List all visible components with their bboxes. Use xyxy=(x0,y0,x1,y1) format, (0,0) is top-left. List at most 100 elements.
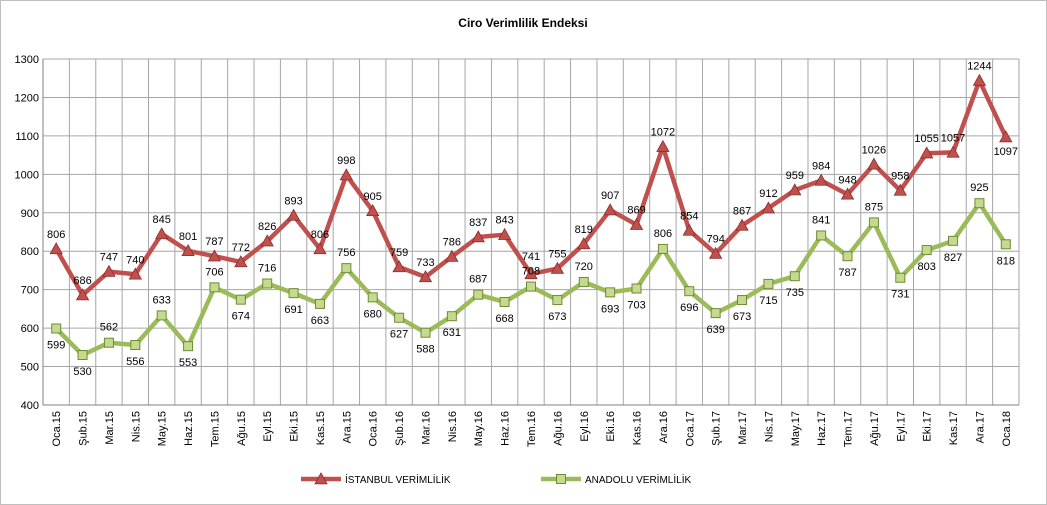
y-tick-label: 700 xyxy=(21,285,39,297)
point-istanbul xyxy=(999,130,1013,143)
point-anadolu xyxy=(209,282,220,293)
data-label-istanbul: 786 xyxy=(443,237,461,249)
data-label-anadolu: 841 xyxy=(812,214,830,226)
point-anadolu xyxy=(789,271,800,282)
data-label-istanbul: 907 xyxy=(601,190,619,202)
data-label-istanbul: 843 xyxy=(495,215,513,227)
data-label-anadolu: 553 xyxy=(179,357,197,369)
x-tick-label: May.15 xyxy=(157,411,169,446)
series-layer xyxy=(49,73,1013,361)
point-istanbul xyxy=(761,201,776,214)
data-label-istanbul: 1055 xyxy=(914,133,938,145)
point-anadolu xyxy=(578,276,589,287)
chart-title: Ciro Verimlilik Endeksi xyxy=(458,16,587,30)
grid-lines xyxy=(42,58,1020,406)
data-label-anadolu: 803 xyxy=(917,261,935,273)
data-label-istanbul: 686 xyxy=(73,275,91,287)
data-label-istanbul: 867 xyxy=(733,205,751,217)
x-tick-label: Kas.17 xyxy=(948,411,960,445)
x-tick-label: Eyl.15 xyxy=(262,411,274,442)
legend-label-anadolu: ANADOLU VERİMLİLİK xyxy=(585,473,691,486)
point-anadolu xyxy=(605,287,616,298)
y-tick-label: 1100 xyxy=(15,131,39,143)
x-tick-label: Tem.16 xyxy=(526,411,538,447)
point-anadolu xyxy=(526,281,536,292)
point-istanbul xyxy=(550,261,565,274)
data-labels: 806 686 747 740 845 801 787 772 826 893 806 998 905 7… xyxy=(47,61,1018,378)
data-label-anadolu: 673 xyxy=(548,311,566,323)
point-istanbul xyxy=(972,73,987,86)
data-label-istanbul: 826 xyxy=(258,221,276,233)
point-istanbul xyxy=(366,204,380,217)
data-label-istanbul: 733 xyxy=(416,257,434,269)
point-istanbul xyxy=(75,288,90,301)
data-label-istanbul: 1097 xyxy=(994,146,1018,158)
data-label-anadolu: 556 xyxy=(126,356,144,368)
point-istanbul xyxy=(155,227,169,240)
point-istanbul xyxy=(524,267,538,280)
data-label-anadolu: 674 xyxy=(232,311,250,323)
x-tick-label: Mar.17 xyxy=(737,411,749,445)
x-tick-label: Ağu.17 xyxy=(869,411,881,446)
data-label-istanbul: 747 xyxy=(100,252,118,264)
data-label-anadolu: 806 xyxy=(654,228,672,240)
data-label-anadolu: 706 xyxy=(205,266,223,278)
x-tick-label: Eki.16 xyxy=(605,411,617,442)
x-tick-label: Şub.15 xyxy=(78,411,90,446)
point-anadolu xyxy=(103,337,114,348)
data-label-anadolu: 631 xyxy=(443,327,461,339)
data-label-istanbul: 854 xyxy=(680,210,698,222)
point-anadolu xyxy=(51,323,62,334)
x-tick-label: Eki.17 xyxy=(922,411,934,442)
data-label-anadolu: 875 xyxy=(865,201,883,213)
point-istanbul xyxy=(682,223,696,236)
point-anadolu xyxy=(631,283,642,294)
y-tick-label: 900 xyxy=(21,208,39,220)
point-anadolu xyxy=(948,235,959,246)
data-label-istanbul: 837 xyxy=(469,217,487,229)
point-istanbul xyxy=(207,249,222,262)
point-anadolu xyxy=(77,350,88,361)
data-label-anadolu: 633 xyxy=(153,294,171,306)
x-tick-label: Mar.15 xyxy=(104,411,116,445)
data-label-istanbul: 787 xyxy=(205,236,223,248)
point-istanbul xyxy=(445,249,459,262)
y-tick-label: 1300 xyxy=(15,54,39,66)
data-label-anadolu: 703 xyxy=(627,300,645,312)
point-anadolu xyxy=(868,217,879,228)
x-tick-label: Şub.17 xyxy=(711,411,723,446)
x-tick-label: Ara.17 xyxy=(974,411,986,443)
x-tick-label: Nis.16 xyxy=(447,411,459,442)
x-tick-label: Ara.16 xyxy=(658,411,670,443)
data-label-istanbul: 755 xyxy=(548,249,566,261)
legend-marker-istanbul xyxy=(314,472,328,485)
point-anadolu xyxy=(288,288,299,299)
point-istanbul xyxy=(708,246,723,259)
legend-label-istanbul: İSTANBUL VERİMLİLİK xyxy=(345,473,451,486)
data-label-istanbul: 958 xyxy=(891,170,909,182)
data-label-istanbul: 998 xyxy=(337,155,355,167)
data-label-anadolu: 687 xyxy=(469,274,487,286)
x-tick-label: May.17 xyxy=(790,411,802,446)
point-istanbul xyxy=(339,168,354,181)
data-label-istanbul: 794 xyxy=(706,234,724,246)
point-anadolu xyxy=(684,286,695,297)
point-istanbul xyxy=(629,217,644,230)
data-label-anadolu: 673 xyxy=(733,311,751,323)
data-label-anadolu: 691 xyxy=(284,304,302,316)
x-tick-label: Haz.17 xyxy=(816,411,828,446)
data-label-anadolu: 599 xyxy=(47,339,65,351)
point-anadolu xyxy=(314,298,325,309)
point-anadolu xyxy=(763,278,774,289)
point-istanbul xyxy=(656,139,670,152)
point-anadolu xyxy=(1000,239,1011,250)
point-anadolu xyxy=(842,251,853,262)
point-anadolu xyxy=(921,245,932,256)
legend-marker-anadolu xyxy=(556,474,566,484)
point-anadolu xyxy=(737,295,748,306)
data-label-anadolu: 693 xyxy=(601,303,619,315)
point-istanbul xyxy=(128,267,143,280)
data-label-anadolu: 787 xyxy=(838,267,856,279)
y-tick-label: 500 xyxy=(21,362,39,374)
